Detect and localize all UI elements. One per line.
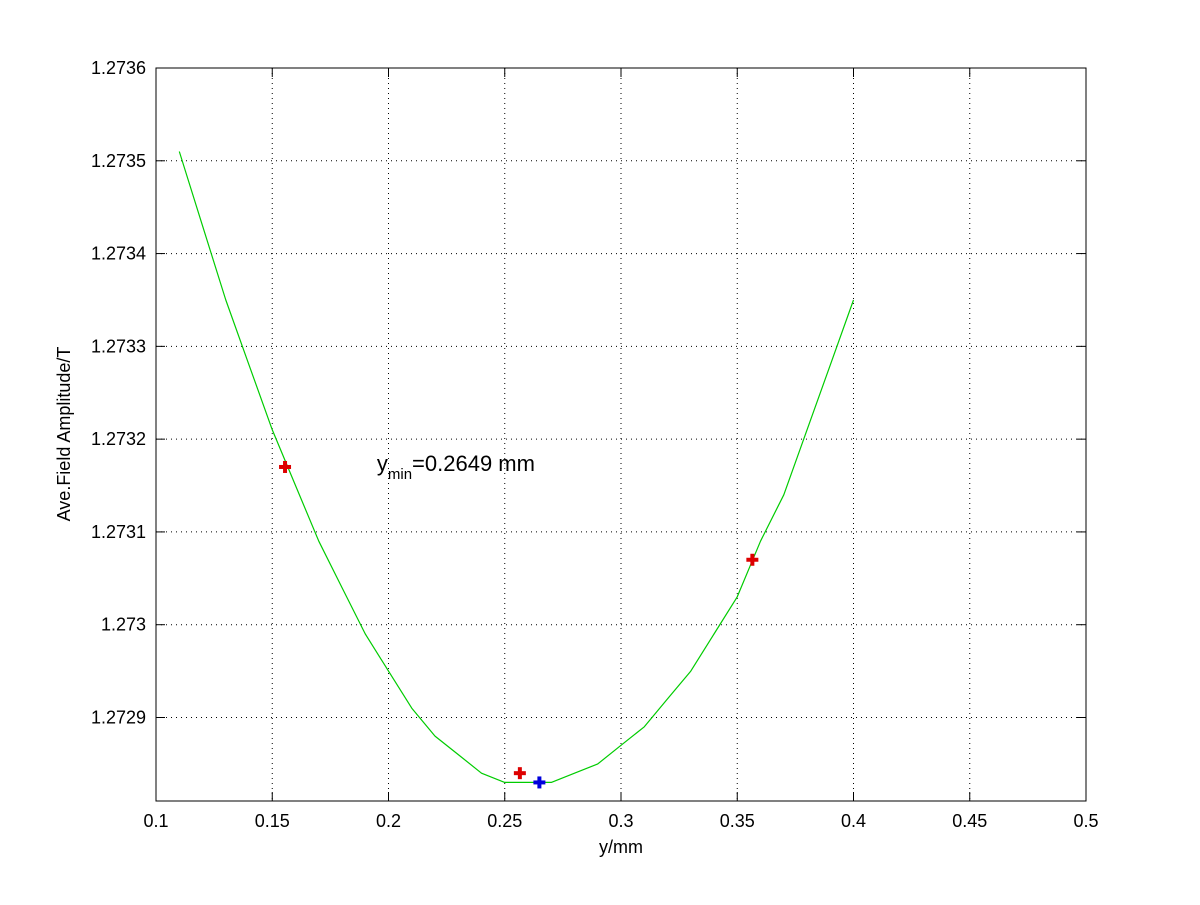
y-tick-label: 1.2729 — [91, 707, 146, 727]
x-tick-label: 0.35 — [720, 811, 755, 831]
plot-area — [156, 68, 1086, 801]
y-tick-label: 1.2731 — [91, 522, 146, 542]
x-tick-label: 0.3 — [608, 811, 633, 831]
y-axis-label: Ave.Field Amplitude/T — [54, 347, 74, 522]
x-tick-label: 0.45 — [952, 811, 987, 831]
x-axis-label: y/mm — [599, 837, 643, 857]
y-tick-label: 1.2732 — [91, 429, 146, 449]
x-tick-label: 0.15 — [255, 811, 290, 831]
y-tick-label: 1.2736 — [91, 58, 146, 78]
series-layer — [178, 151, 855, 789]
fit-curve — [178, 151, 855, 784]
x-tick-label: 0.25 — [487, 811, 522, 831]
grid — [156, 68, 1086, 801]
sample-marker — [746, 553, 759, 566]
minimum-marker — [533, 776, 546, 789]
ticks — [155, 67, 1087, 801]
y-tick-label: 1.273 — [101, 615, 146, 635]
x-tick-label: 0.5 — [1073, 811, 1098, 831]
y-tick-label: 1.2734 — [91, 244, 146, 264]
y-tick-label: 1.2735 — [91, 151, 146, 171]
y-tick-label: 1.2733 — [91, 336, 146, 356]
tick-labels: 0.1 0.15 0.2 0.25 0.3 0.35 0.4 0.45 0.5 1.2729 1.2… — [91, 58, 1099, 831]
y-min-annotation: ymin=0.2649 mm — [377, 451, 535, 483]
sample-marker — [513, 767, 526, 780]
annotation-base: y — [377, 451, 388, 476]
x-tick-label: 0.2 — [376, 811, 401, 831]
x-tick-label: 0.4 — [841, 811, 866, 831]
sample-marker — [279, 460, 292, 473]
annotation-subscript: min — [388, 466, 412, 483]
annotation-value: =0.2649 mm — [412, 451, 535, 476]
x-tick-label: 0.1 — [143, 811, 168, 831]
